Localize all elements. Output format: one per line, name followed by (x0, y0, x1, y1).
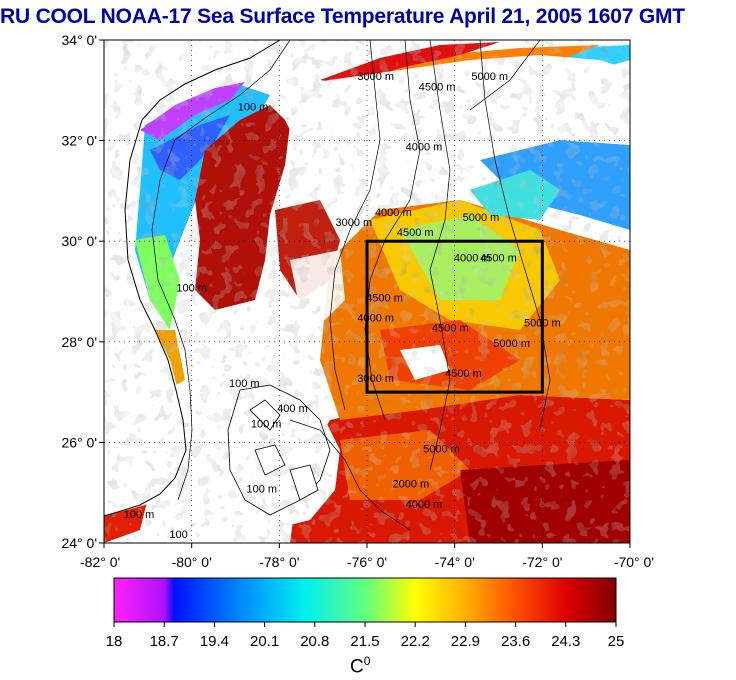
longitude-tick-label: -80° 0' (172, 554, 212, 570)
colorbar-tick-label: 25 (608, 633, 625, 650)
isobath-bahamas-deep (289, 419, 411, 531)
colorbar-unit: C0 (350, 654, 370, 678)
longitude-tick-label: -74° 0' (435, 554, 475, 570)
latitude-tick-labels: 34° 0' 32° 0' 30° 0' 28° 0' 26° 0' 24° 0' (61, 32, 97, 551)
colorbar-tick-label: 20.8 (300, 633, 329, 650)
contour-label: 100 m (251, 418, 282, 430)
longitude-tick-label: -72° 0' (522, 554, 562, 570)
contour-label: 5000 m (463, 212, 500, 224)
colorbar-tick-label: 22.2 (401, 633, 430, 650)
contour-label: 4500 m (480, 252, 517, 264)
longitude-tick-label: -82° 0' (80, 554, 120, 570)
contour-label: 2000 m (392, 479, 429, 491)
longitude-tick-label: -70° 0' (614, 554, 654, 570)
contour-label: 3000 m (357, 373, 394, 385)
contour-label: 5000 m (471, 71, 508, 83)
contour-label: 4500 m (419, 81, 456, 93)
colorbar-tick-label: 21.5 (350, 633, 379, 650)
isobath-5000m-north (469, 40, 541, 111)
colorbar (113, 577, 617, 623)
contour-label: 3000 m (335, 217, 372, 229)
contour-label: 3000 m (357, 71, 394, 83)
colorbar-tick-label: 20.1 (250, 633, 279, 650)
contour-label: 4000 m (375, 207, 412, 219)
sst-imagery: 100 m 100 m 100 m 100 m 100 m 100 m 100 400 m 30… (104, 40, 630, 543)
map-title: RU COOL NOAA-17 Sea Surface Temperature … (0, 5, 685, 28)
colorbar-tick-label: 18.7 (150, 633, 179, 650)
contour-label: 100 m (238, 101, 269, 113)
colorbar-tick-labels: 18 18.7 19.4 20.1 20.8 21.5 22.2 22.9 23.6 24.3 25 (106, 622, 625, 650)
contour-label: 4500 m (366, 293, 403, 305)
contour-label: 5000 m (524, 318, 561, 330)
colorbar-tick-label: 24.3 (551, 633, 580, 650)
colorbar-tick-label: 23.6 (501, 633, 530, 650)
contour-labels: 100 m 100 m 100 m 100 m 100 m 100 m 100 400 m 30… (124, 71, 561, 541)
colorbar-tick-label: 19.4 (200, 633, 229, 650)
latitude-tick-label: 34° 0' (61, 32, 97, 48)
graticule (99, 39, 631, 548)
isobath-4500m (429, 40, 451, 471)
latitude-tick-label: 24° 0' (61, 535, 97, 551)
latitude-tick-label: 26° 0' (61, 434, 97, 450)
unit-superscript: 0 (363, 654, 371, 668)
contour-label: 5000 m (493, 338, 530, 350)
bahamas-islands (249, 399, 319, 501)
unit-label: C (350, 656, 364, 678)
contour-label: 4500 m (445, 368, 482, 380)
latitude-tick-label: 30° 0' (61, 233, 97, 249)
longitude-tick-label: -78° 0' (259, 554, 299, 570)
longitude-tick-labels: -82° 0' -80° 0' -78° 0' -76° 0' -74° 0' -72° … (80, 554, 654, 570)
contour-label: 100 m (176, 283, 207, 295)
contour-label: 4500 m (432, 323, 469, 335)
colorbar-tick-label: 18 (106, 633, 123, 650)
contour-label: 100 m (124, 509, 155, 521)
contour-label: 5000 m (423, 443, 460, 455)
contour-label: 4000 m (406, 142, 443, 154)
contour-label: 4000 m (454, 252, 491, 264)
contour-label: 100 (169, 529, 187, 541)
contour-label: 4500 m (397, 227, 434, 239)
latitude-tick-label: 28° 0' (61, 334, 97, 350)
longitude-tick-label: -76° 0' (347, 554, 387, 570)
isobath-5000m (479, 40, 551, 431)
isobath-3000m (329, 40, 381, 411)
contour-label: 4000 m (357, 313, 394, 325)
contour-label: 100 m (247, 484, 278, 496)
colorbar-tick-label: 22.9 (451, 633, 480, 650)
isobath-100m (151, 40, 291, 501)
contour-label: 100 m (229, 378, 260, 390)
coastline (104, 40, 281, 517)
latitude-tick-label: 32° 0' (61, 133, 97, 149)
contour-label: 4000 m (406, 499, 443, 511)
contour-label: 400 m (277, 403, 308, 415)
